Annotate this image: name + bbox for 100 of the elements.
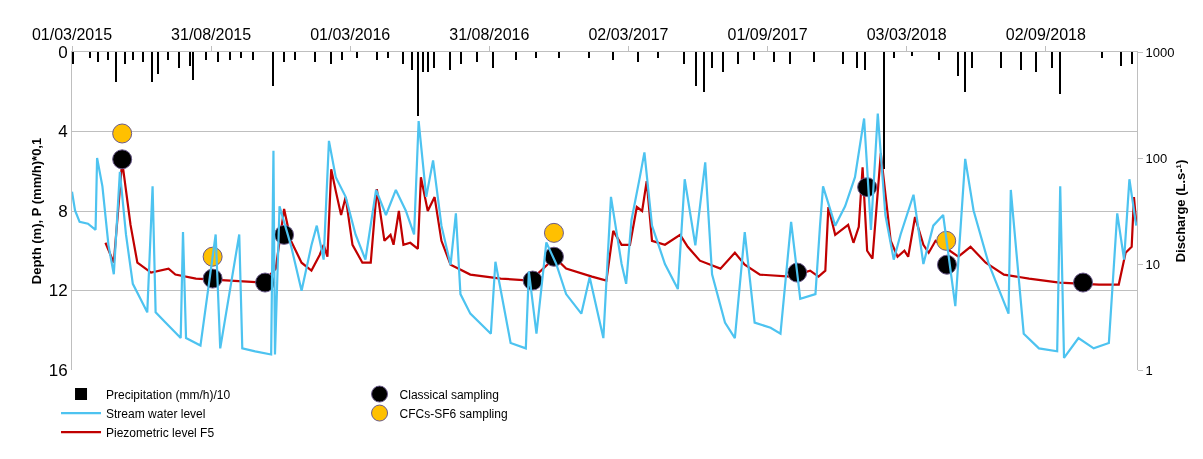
- bar: [722, 52, 724, 72]
- bar: [294, 52, 296, 60]
- bar: [341, 52, 343, 60]
- point: [543, 222, 564, 243]
- bar: [637, 52, 639, 62]
- bar: [205, 52, 207, 60]
- bar: [229, 52, 231, 60]
- point: [1073, 272, 1094, 293]
- line-series: [72, 112, 1137, 360]
- bar: [1020, 52, 1022, 70]
- point: [112, 149, 133, 170]
- bar: [107, 52, 109, 60]
- bar: [89, 52, 91, 58]
- y-axis-title: Depth (m), P (mm/h)*0,1: [28, 137, 44, 285]
- bar: [240, 52, 242, 58]
- bar: [217, 52, 219, 62]
- x-tick-label: 02/03/2017: [588, 25, 669, 43]
- bar: [1101, 52, 1103, 58]
- bar: [938, 52, 940, 60]
- bar: [178, 52, 180, 68]
- bar: [97, 52, 99, 62]
- x-tick-label: 03/03/2018: [866, 25, 947, 43]
- bar: [856, 52, 858, 68]
- bar: [492, 52, 494, 68]
- legend-label: Precipitation (mm/h)/10: [106, 387, 231, 402]
- bar: [192, 52, 194, 80]
- bar: [314, 52, 316, 62]
- bar: [124, 52, 126, 64]
- bar: [711, 52, 713, 68]
- bar: [703, 52, 705, 92]
- bar: [1051, 52, 1053, 68]
- bar: [433, 52, 435, 68]
- bar: [883, 52, 885, 169]
- y2-axis-title: Discharge (L.s-¹): [1173, 159, 1189, 263]
- y-tick-label: 12: [48, 281, 68, 301]
- point: [112, 123, 133, 144]
- legend-label: Classical sampling: [399, 387, 499, 402]
- x-tick-label: 01/03/2016: [310, 25, 391, 43]
- bar: [387, 52, 389, 58]
- bar: [1059, 52, 1061, 94]
- bar: [695, 52, 697, 86]
- bar: [515, 52, 517, 60]
- bar: [753, 52, 755, 60]
- bar: [115, 52, 117, 82]
- bar: [789, 52, 791, 64]
- bar: [957, 52, 959, 76]
- y-tick-label: 16: [48, 360, 68, 380]
- x-tick-label: 01/09/2017: [727, 25, 808, 43]
- bar: [588, 52, 590, 58]
- x-tick-label: 31/08/2015: [171, 25, 252, 43]
- bar: [1000, 52, 1002, 68]
- bar: [558, 52, 560, 58]
- bar: [460, 52, 462, 64]
- bar: [612, 52, 614, 60]
- bar: [417, 52, 419, 116]
- bar: [842, 52, 844, 64]
- y2-tick-label: 10: [1145, 256, 1161, 272]
- bar: [449, 52, 451, 70]
- bar: [893, 52, 895, 58]
- bar: [376, 52, 378, 60]
- legend-label: Piezometric level F5: [106, 425, 215, 440]
- bar: [330, 52, 332, 64]
- bar: [132, 52, 134, 60]
- bar: [142, 52, 144, 62]
- bar: [971, 52, 973, 68]
- x-tick-label: 31/08/2016: [449, 25, 530, 43]
- x-tick-label: 02/09/2018: [1005, 25, 1086, 43]
- x-tick-label: 01/03/2015: [31, 25, 113, 43]
- bar: [272, 52, 274, 86]
- legend-label: Stream water level: [106, 406, 206, 421]
- bar: [283, 52, 285, 62]
- bar: [402, 52, 404, 64]
- bar: [864, 52, 866, 70]
- bar: [773, 52, 775, 62]
- bar: [683, 52, 685, 64]
- bar: [72, 52, 74, 64]
- bar: [1131, 52, 1133, 64]
- legend-label: CFCs-SF6 sampling: [399, 406, 508, 421]
- bar: [252, 52, 254, 60]
- y-tick-label: 8: [58, 201, 68, 221]
- y2-tick-label: 100: [1145, 150, 1168, 166]
- bar: [1035, 52, 1037, 72]
- bar: [427, 52, 429, 72]
- y-tick-label: 0: [58, 42, 68, 62]
- bar: [964, 52, 966, 92]
- y2-tick-label: 1: [1145, 362, 1153, 378]
- bar: [1120, 52, 1122, 66]
- bar: [737, 52, 739, 64]
- bar: [476, 52, 478, 62]
- bar: [813, 52, 815, 62]
- bar: [422, 52, 424, 72]
- y-tick-label: 4: [58, 122, 68, 142]
- y2-tick-label: 1000: [1145, 44, 1175, 60]
- bar: [411, 52, 413, 70]
- bar: [911, 52, 913, 56]
- bar: [356, 52, 358, 58]
- bar: [151, 52, 153, 82]
- bar: [157, 52, 159, 74]
- bar: [167, 52, 169, 60]
- bar: [657, 52, 659, 58]
